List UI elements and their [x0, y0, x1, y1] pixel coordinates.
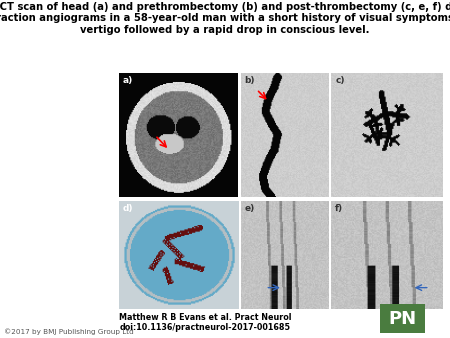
Text: Matthew R B Evans et al. Pract Neurol
doi:10.1136/practneurol-2017-001685: Matthew R B Evans et al. Pract Neurol do…: [119, 313, 292, 332]
Text: ©2017 by BMJ Publishing Group Ltd: ©2017 by BMJ Publishing Group Ltd: [4, 329, 134, 335]
Text: f): f): [335, 204, 343, 213]
Text: b): b): [244, 76, 255, 86]
Text: a): a): [123, 76, 133, 86]
Text: PN: PN: [389, 310, 417, 328]
Text: Plain CT scan of head (a) and prethrombectomy (b) and post-thrombectomy (c, e, f: Plain CT scan of head (a) and prethrombe…: [0, 2, 450, 35]
Text: c): c): [335, 76, 345, 86]
Text: d): d): [123, 204, 133, 213]
Text: e): e): [244, 204, 255, 213]
